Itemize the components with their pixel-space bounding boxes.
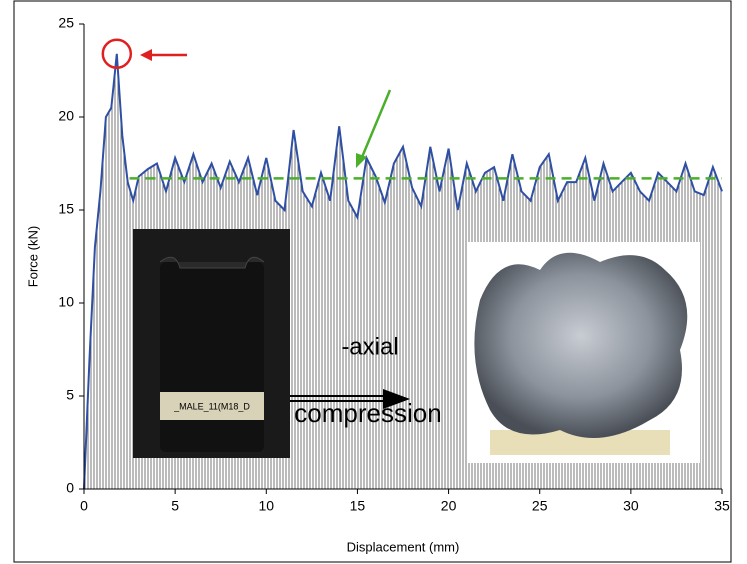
mode-text: -axial	[341, 333, 398, 360]
x-tick-label: 30	[623, 498, 639, 514]
photo-specimen: _MALE_11(M18_D	[133, 229, 290, 458]
x-tick-label: 20	[441, 498, 457, 514]
arrow-compression	[290, 389, 410, 409]
photo-crushed	[467, 242, 700, 463]
annotation-arrows	[140, 49, 392, 168]
specimen-label: _MALE_11(M18_D	[173, 401, 250, 411]
x-tick-label: 35	[714, 498, 730, 514]
y-tick-label: 10	[58, 294, 74, 310]
peak-marker	[101, 38, 133, 70]
frame	[13, 0, 732, 563]
mode-text: compression	[294, 398, 441, 428]
y-tick-label: 25	[58, 15, 74, 31]
y-tick-label: 15	[58, 201, 74, 217]
x-axis-label: Displacement (mm)	[347, 539, 460, 554]
y-tick-label: 5	[66, 387, 74, 403]
y-tick-label: 20	[58, 108, 74, 124]
x-tick-label: 10	[258, 498, 274, 514]
y-axis-label: Force (kN)	[25, 226, 40, 287]
y-tick-label: 0	[66, 480, 74, 496]
x-tick-label: 15	[350, 498, 366, 514]
x-tick-label: 5	[171, 498, 179, 514]
line	[83, 53, 723, 490]
x-tick-label: 0	[80, 498, 88, 514]
x-tick-label: 25	[532, 498, 548, 514]
